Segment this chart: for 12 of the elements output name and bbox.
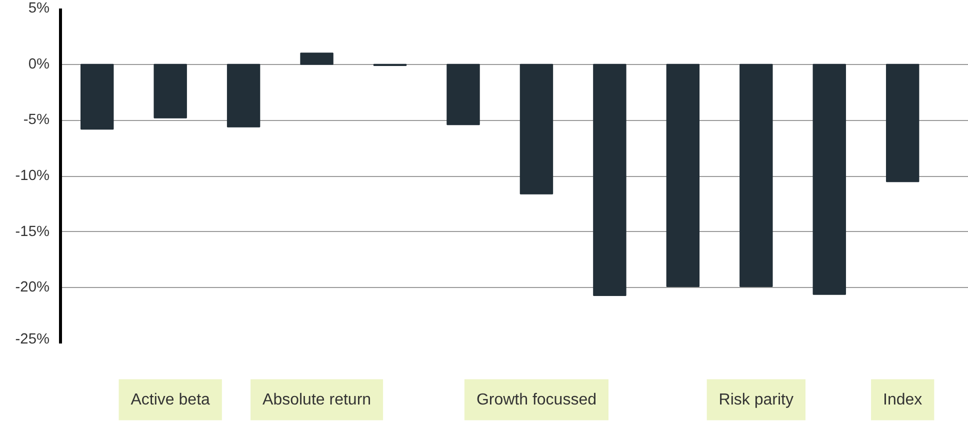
y-tick-label: 5%: [28, 0, 50, 16]
y-tick-label: -20%: [15, 280, 50, 296]
x-tick-label: Index: [883, 391, 922, 408]
y-tick-label: -25%: [15, 332, 50, 348]
x-tick-label: Active beta: [130, 391, 210, 408]
y-tick-label: 0%: [28, 56, 50, 72]
y-tick-label: -15%: [15, 224, 50, 240]
x-tick-label: Risk parity: [718, 391, 794, 408]
y-tick-label: -10%: [15, 168, 50, 184]
y-tick-label: -5%: [23, 112, 50, 128]
x-tick-label: Absolute return: [262, 391, 372, 408]
x-tick-label: Growth focussed: [476, 391, 597, 408]
